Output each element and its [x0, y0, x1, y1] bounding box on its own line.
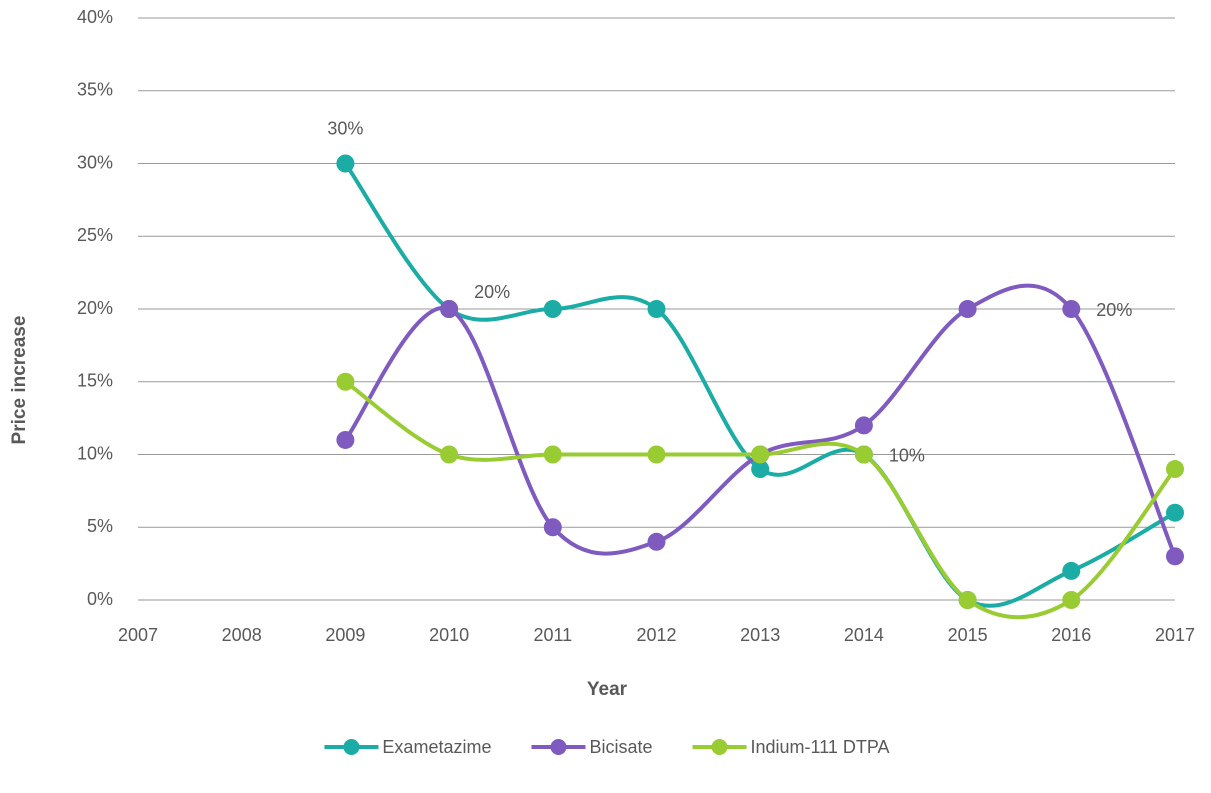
marker [543, 300, 562, 318]
marker [647, 445, 666, 464]
y-tick-label: 0% [87, 589, 113, 609]
marker [543, 518, 562, 537]
legend-label: Exametazime [382, 737, 491, 757]
marker [647, 300, 666, 318]
marker [336, 154, 355, 173]
y-tick-label: 30% [77, 152, 113, 172]
x-tick-label: 2015 [948, 625, 988, 645]
data-label: 30% [327, 118, 363, 138]
x-tick-label: 2016 [1051, 625, 1091, 645]
x-tick-label: 2013 [740, 625, 780, 645]
legend-item: Indium-111 DTPA [692, 737, 890, 757]
legend-swatch-marker [550, 739, 567, 755]
marker [440, 445, 459, 464]
marker [1062, 561, 1081, 580]
x-tick-label: 2010 [429, 625, 469, 645]
y-tick-label: 10% [77, 443, 113, 463]
x-tick-label: 2007 [118, 625, 158, 645]
x-tick-label: 2014 [844, 625, 884, 645]
x-tick-label: 2008 [222, 625, 262, 645]
legend-label: Bicisate [589, 737, 652, 757]
x-tick-label: 2009 [325, 625, 365, 645]
y-axis-title: Price increase [9, 316, 30, 445]
marker [751, 460, 770, 479]
marker [1166, 460, 1184, 479]
marker [336, 372, 355, 391]
y-tick-label: 20% [77, 298, 113, 318]
marker [958, 300, 977, 318]
marker [543, 445, 562, 464]
series-line [343, 283, 1177, 558]
legend-swatch-marker [711, 739, 728, 755]
x-axis-title: Year [587, 679, 628, 700]
marker [751, 445, 770, 464]
data-label: 20% [474, 282, 510, 302]
marker [1166, 547, 1184, 566]
data-label: 20% [1096, 300, 1132, 320]
marker [1062, 591, 1081, 609]
x-tick-label: 2011 [533, 625, 572, 645]
marker [336, 430, 355, 449]
marker [854, 445, 873, 464]
marker [1062, 300, 1081, 318]
series-line [343, 162, 1176, 608]
y-tick-label: 35% [77, 80, 113, 100]
y-tick-label: 40% [77, 7, 113, 27]
legend-swatch-marker [343, 739, 360, 755]
marker [440, 300, 459, 318]
series-line [344, 380, 1177, 620]
data-label: 10% [889, 445, 925, 465]
legend-item: Exametazime [324, 737, 491, 757]
legend-item: Bicisate [531, 737, 653, 757]
legend-label: Indium-111 DTPA [751, 737, 890, 757]
y-tick-label: 15% [77, 371, 113, 391]
marker [1166, 503, 1184, 522]
legend: Exametazime Bicisate Indium-111 DTPA [324, 737, 890, 757]
marker [958, 591, 977, 609]
y-tick-label: 5% [87, 516, 113, 536]
marker [854, 416, 873, 435]
y-tick-label: 25% [77, 225, 113, 245]
x-tick-label: 2012 [636, 625, 676, 645]
marker [647, 532, 666, 551]
x-tick-label: 2017 [1155, 625, 1195, 645]
